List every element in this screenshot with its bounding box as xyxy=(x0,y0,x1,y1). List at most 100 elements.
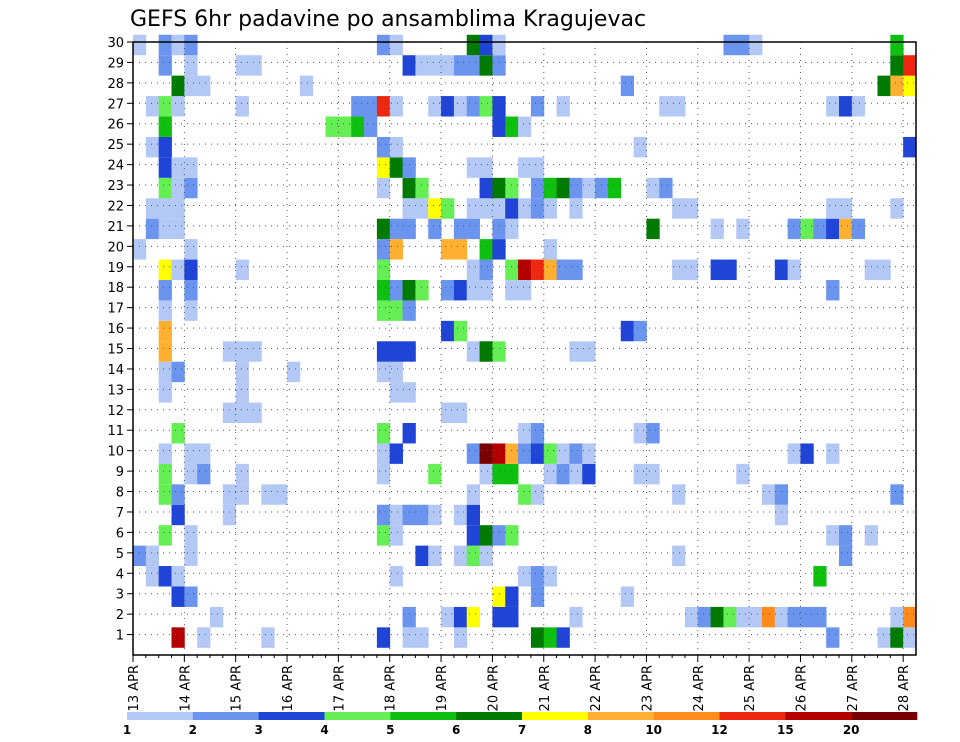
precip-cell xyxy=(646,423,660,444)
y-tick-label: 25 xyxy=(107,138,124,153)
precip-cell xyxy=(158,96,172,117)
legend-label: 7 xyxy=(518,723,526,737)
precip-cell xyxy=(479,545,493,567)
precip-cell xyxy=(826,96,840,117)
legend-swatch xyxy=(324,712,391,720)
precip-cell xyxy=(389,218,403,240)
precip-cell xyxy=(633,423,647,444)
precip-cell xyxy=(389,566,403,587)
precip-cell xyxy=(697,606,712,628)
precip-cell xyxy=(826,279,840,301)
precip-cell xyxy=(441,55,455,76)
precip-cell xyxy=(376,361,391,383)
precip-cell xyxy=(171,75,185,97)
precip-cell xyxy=(530,443,545,464)
precip-cell xyxy=(505,198,519,219)
precip-cell xyxy=(171,361,185,383)
precip-cell xyxy=(505,586,519,607)
precip-cell xyxy=(723,34,737,56)
precip-cell xyxy=(171,259,185,280)
precip-cell xyxy=(582,463,596,485)
precip-cell xyxy=(389,239,403,260)
precip-cell xyxy=(466,484,480,505)
precip-cell xyxy=(415,177,429,199)
precip-cell xyxy=(851,218,866,240)
precip-cell xyxy=(158,341,172,362)
precip-cell xyxy=(556,443,570,464)
precip-cell xyxy=(479,463,493,485)
precip-cell xyxy=(826,627,840,648)
precip-cell xyxy=(890,75,904,97)
precip-cell xyxy=(684,198,699,219)
precip-cell xyxy=(376,463,391,485)
precip-cell xyxy=(453,55,468,76)
precip-cell xyxy=(723,259,737,280)
precip-cell xyxy=(530,566,545,587)
precip-cell xyxy=(505,218,519,240)
precip-cell xyxy=(389,136,403,158)
precip-cell xyxy=(428,463,442,485)
y-tick-label: 11 xyxy=(107,424,124,439)
precip-cell xyxy=(518,443,532,464)
precip-cell xyxy=(505,525,519,546)
precip-cell xyxy=(222,504,237,526)
precip-cell xyxy=(684,606,699,628)
precip-cell xyxy=(376,279,391,301)
precip-cell xyxy=(620,320,635,342)
precip-cell xyxy=(402,606,416,628)
precip-cell xyxy=(158,218,172,240)
x-tick-label: 26 APR xyxy=(794,665,809,711)
precip-cell xyxy=(158,177,172,199)
precip-cell xyxy=(441,606,455,628)
precip-cell xyxy=(171,423,185,444)
precip-cell xyxy=(299,75,314,97)
precip-cell xyxy=(133,34,147,56)
y-tick-label: 16 xyxy=(107,322,124,337)
precip-cell xyxy=(197,75,211,97)
legend-label: 2 xyxy=(189,723,197,737)
precip-cell xyxy=(826,525,840,546)
precip-cell xyxy=(441,320,455,342)
y-tick-label: 7 xyxy=(116,506,124,521)
precip-cell xyxy=(415,627,429,648)
y-tick-label: 3 xyxy=(116,588,124,603)
chart-title: GEFS 6hr padavine po ansamblima Kragujev… xyxy=(130,7,646,32)
legend-label: 6 xyxy=(452,723,460,737)
precip-cell xyxy=(222,402,237,424)
precip-cell xyxy=(415,198,429,219)
precip-cell xyxy=(376,341,391,362)
precip-cell xyxy=(518,198,532,219)
precip-cell xyxy=(466,96,480,117)
precip-cell xyxy=(774,484,789,505)
precip-cell xyxy=(171,198,185,219)
precip-cell xyxy=(184,443,198,464)
legend-label: 4 xyxy=(320,723,328,737)
y-tick-label: 21 xyxy=(107,220,124,235)
precip-cell xyxy=(402,504,416,526)
precip-cell xyxy=(376,504,391,526)
precip-cell xyxy=(453,606,468,628)
precip-cell xyxy=(774,606,789,628)
precip-cell xyxy=(530,96,545,117)
x-tick-label: 20 APR xyxy=(486,665,501,711)
precip-cell xyxy=(543,177,557,199)
precip-cell xyxy=(235,463,249,485)
precip-cell xyxy=(890,627,904,648)
x-tick-label: 14 APR xyxy=(178,665,193,711)
precip-cell xyxy=(838,96,853,117)
legend-swatch xyxy=(127,712,194,720)
x-tick-label: 13 APR xyxy=(127,665,142,711)
y-tick-label: 27 xyxy=(107,97,124,112)
precip-cell xyxy=(441,402,455,424)
precip-cell xyxy=(376,423,391,444)
precip-cell xyxy=(492,525,506,546)
precip-cell xyxy=(158,484,172,505)
precip-cell xyxy=(530,157,545,178)
precip-cell xyxy=(389,382,403,403)
y-tick-label: 8 xyxy=(116,486,124,501)
precip-cell xyxy=(479,239,493,260)
precip-cell xyxy=(530,627,545,648)
precip-cell xyxy=(633,463,647,485)
precip-cell xyxy=(235,361,249,383)
precip-cell xyxy=(890,34,904,56)
